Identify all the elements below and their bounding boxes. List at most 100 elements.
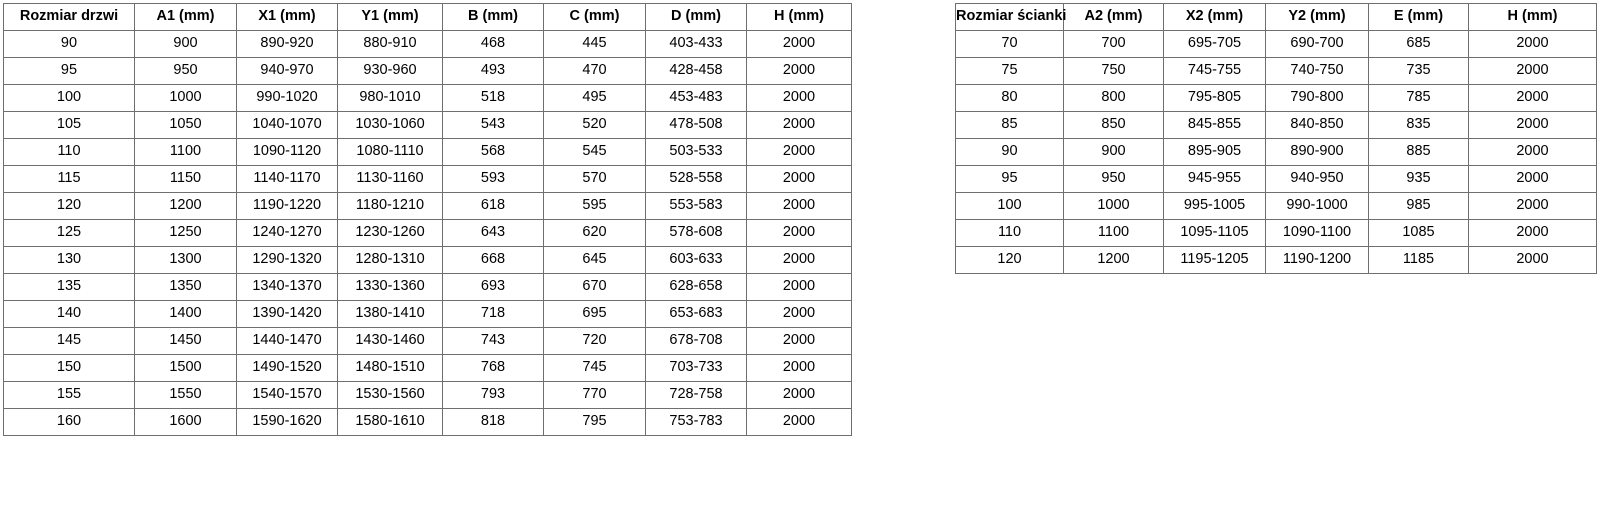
table-row: 70 700 695-705 690-700 685 2000 [955,30,1597,58]
table-cell: 403-433 [645,30,747,58]
table-cell: 1290-1320 [236,246,338,274]
table-cell: 2000 [1468,192,1597,220]
table-cell: 1490-1520 [236,354,338,382]
table-cell: 1550 [134,381,237,409]
table-cell: 470 [543,57,646,85]
table-cell: 1530-1560 [337,381,443,409]
table-cell: 1280-1310 [337,246,443,274]
table-row: 95 950 940-970 930-960 493 470 428-458 2000 [3,57,852,85]
table-cell: 900 [1063,138,1164,166]
table-cell: 1190-1200 [1265,246,1369,274]
door-dimensions-table: Rozmiar drzwi A1 (mm) X1 (mm) Y1 (mm) B (mm)… [3,3,852,436]
table-row: 130 1300 1290-1320 1280-1310 668 645 603-633 20… [3,246,852,274]
table-cell: 453-483 [645,84,747,112]
table-cell: 2000 [746,84,852,112]
table-row: 80 800 795-805 790-800 785 2000 [955,84,1597,112]
table-cell: 2000 [1468,30,1597,58]
table-cell: 2000 [746,327,852,355]
table-cell: 1340-1370 [236,273,338,301]
table-cell: 720 [543,327,646,355]
table-row: 120 1200 1190-1220 1180-1210 618 595 553-583 20… [3,192,852,220]
table-cell: 1000 [134,84,237,112]
table-cell: 520 [543,111,646,139]
table-cell: 895-905 [1163,138,1266,166]
table-cell: 1100 [1063,219,1164,247]
table-row: 90 900 895-905 890-900 885 2000 [955,138,1597,166]
table-cell: 1590-1620 [236,408,338,436]
table-cell: 940-970 [236,57,338,85]
table-cell: 2000 [746,354,852,382]
table-cell: 990-1020 [236,84,338,112]
table-cell: 75 [955,57,1064,85]
table-row: 110 1100 1090-1120 1080-1110 568 545 503-533 20… [3,138,852,166]
table-cell: 790-800 [1265,84,1369,112]
table-row: 140 1400 1390-1420 1380-1410 718 695 653-683 20… [3,300,852,328]
table-cell: 1090-1100 [1265,219,1369,247]
table-cell: 95 [3,57,135,85]
table-cell: 1180-1210 [337,192,443,220]
table-cell: 1480-1510 [337,354,443,382]
door-column-header: B (mm) [442,3,544,31]
table-header-row: Rozmiar drzwi A1 (mm) X1 (mm) Y1 (mm) B (mm)… [3,3,852,31]
table-cell: 1140-1170 [236,165,338,193]
wall-column-header: Rozmiar ścianki [955,3,1066,31]
wall-column-header: A2 (mm) [1063,3,1164,31]
table-cell: 1330-1360 [337,273,443,301]
table-cell: 445 [543,30,646,58]
door-column-header: H (mm) [746,3,852,31]
table-cell: 493 [442,57,544,85]
table-cell: 528-558 [645,165,747,193]
table-cell: 90 [3,30,135,58]
wall-column-header: E (mm) [1368,3,1469,31]
table-cell: 980-1010 [337,84,443,112]
table-cell: 70 [955,30,1064,58]
table-cell: 553-583 [645,192,747,220]
table-cell: 1350 [134,273,237,301]
door-column-header: D (mm) [645,3,747,31]
table-cell: 2000 [1468,165,1597,193]
table-cell: 1300 [134,246,237,274]
table-cell: 478-508 [645,111,747,139]
table-cell: 2000 [1468,84,1597,112]
door-table-header: Rozmiar drzwi A1 (mm) X1 (mm) Y1 (mm) B (mm)… [3,3,852,31]
table-cell: 785 [1368,84,1469,112]
table-cell: 160 [3,408,135,436]
door-column-header: X1 (mm) [236,3,338,31]
table-cell: 835 [1368,111,1469,139]
wall-dimensions-table: Rozmiar ścianki A2 (mm) X2 (mm) Y2 (mm) E (m… [955,3,1597,274]
table-cell: 700 [1063,30,1164,58]
table-cell: 745-755 [1163,57,1266,85]
table-cell: 900 [134,30,237,58]
table-cell: 2000 [746,408,852,436]
table-cell: 703-733 [645,354,747,382]
table-cell: 155 [3,381,135,409]
table-cell: 120 [3,192,135,220]
table-cell: 620 [543,219,646,247]
table-row: 75 750 745-755 740-750 735 2000 [955,57,1597,85]
table-cell: 125 [3,219,135,247]
table-cell: 728-758 [645,381,747,409]
table-cell: 1030-1060 [337,111,443,139]
table-cell: 880-910 [337,30,443,58]
table-cell: 1190-1220 [236,192,338,220]
table-cell: 840-850 [1265,111,1369,139]
table-row: 100 1000 995-1005 990-1000 985 2000 [955,192,1597,220]
table-cell: 1195-1205 [1163,246,1266,274]
table-row: 85 850 845-855 840-850 835 2000 [955,111,1597,139]
table-cell: 1440-1470 [236,327,338,355]
table-cell: 690-700 [1265,30,1369,58]
table-cell: 130 [3,246,135,274]
wall-column-header: X2 (mm) [1163,3,1266,31]
table-cell: 150 [3,354,135,382]
table-cell: 1185 [1368,246,1469,274]
table-cell: 800 [1063,84,1164,112]
table-row: 90 900 890-920 880-910 468 445 403-433 2000 [3,30,852,58]
table-cell: 990-1000 [1265,192,1369,220]
table-cell: 1040-1070 [236,111,338,139]
wall-column-header: H (mm) [1468,3,1597,31]
table-cell: 1450 [134,327,237,355]
door-column-header: Rozmiar drzwi [3,3,135,31]
table-row: 160 1600 1590-1620 1580-1610 818 795 753-783 20… [3,408,852,436]
table-cell: 945-955 [1163,165,1266,193]
